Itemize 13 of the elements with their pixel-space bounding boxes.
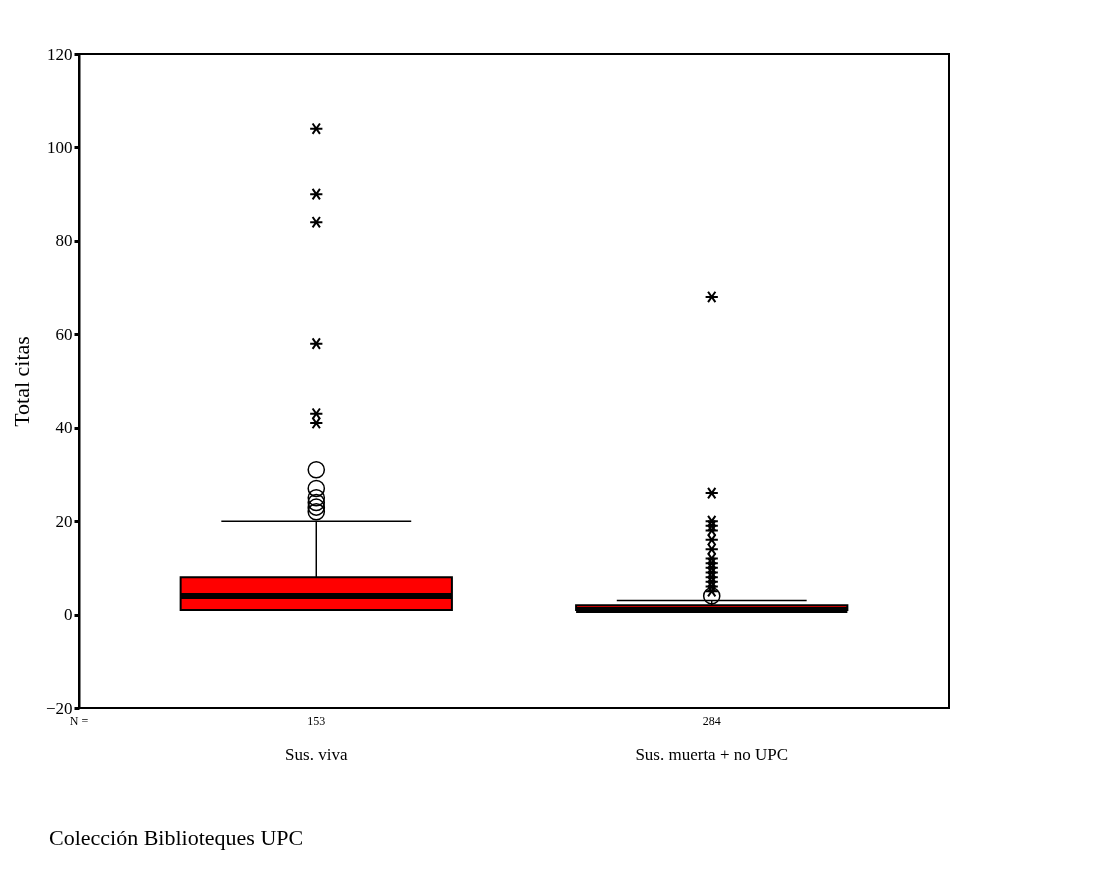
y-tick-label: 60 <box>55 324 73 344</box>
y-axis-title: Total citas <box>8 336 34 427</box>
y-tick-label: 120 <box>47 44 73 64</box>
y-tick-label: 80 <box>55 231 73 251</box>
text: Colección Biblioteques UPC <box>49 825 304 850</box>
text: 153 <box>307 714 326 728</box>
y-tick-label: 40 <box>55 418 73 438</box>
x-tick-label: Sus. viva <box>285 744 348 764</box>
text: 284 <box>702 714 721 728</box>
y-tick-label: 20 <box>55 511 73 531</box>
y-tick-label: 100 <box>47 137 73 157</box>
x-tick-label: Sus. muerta + no UPC <box>635 744 789 764</box>
y-tick-label: 0 <box>64 605 73 625</box>
